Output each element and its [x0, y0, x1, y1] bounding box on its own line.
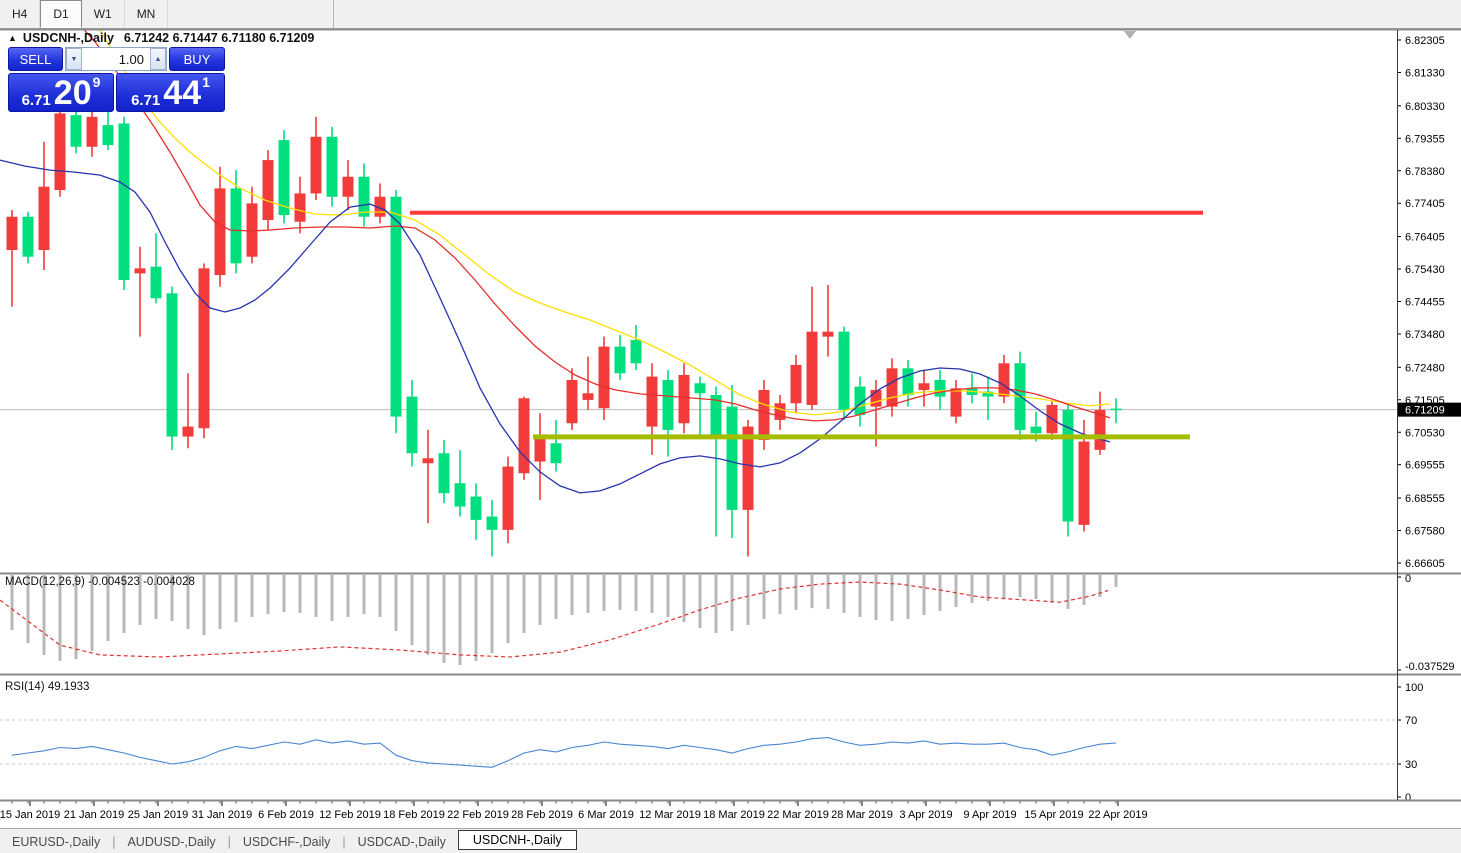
- ma-yellow-line: [99, 29, 1111, 416]
- svg-text:6.82305: 6.82305: [1405, 35, 1445, 47]
- tab-separator: |: [342, 834, 346, 849]
- sell-price-pip: 9: [92, 74, 101, 90]
- svg-text:22 Mar 2019: 22 Mar 2019: [767, 809, 829, 821]
- svg-text:70: 70: [1405, 715, 1417, 727]
- svg-text:100: 100: [1405, 682, 1423, 694]
- sell-price-base: 6.71: [21, 92, 51, 109]
- rsi-pane: 100 70 30 0: [0, 682, 1423, 804]
- tab-separator: |: [227, 834, 231, 849]
- toolbar-divider: [333, 0, 334, 28]
- candles: [6, 88, 1122, 557]
- svg-text:6.66605: 6.66605: [1405, 558, 1445, 570]
- svg-text:6.72480: 6.72480: [1405, 362, 1445, 374]
- symbol-tab-usdchf[interactable]: USDCHF-,Daily: [242, 834, 331, 849]
- chart-frame: [0, 28, 1461, 802]
- svg-text:6.80330: 6.80330: [1405, 101, 1445, 113]
- symbol-tab-usdcnh[interactable]: USDCNH-,Daily: [457, 830, 577, 850]
- ma-blue-line: [0, 159, 1111, 494]
- svg-text:-0.037529: -0.037529: [1405, 661, 1455, 673]
- svg-text:6.69555: 6.69555: [1405, 460, 1445, 472]
- chart-ohlc-values: 6.71242 6.71447 6.71180 6.71209: [123, 31, 315, 45]
- one-click-trading-panel: SELL ▼ ▲ BUY 6.71 20 9 6.71 44 1: [8, 47, 225, 112]
- svg-text:6 Mar 2019: 6 Mar 2019: [578, 809, 634, 821]
- chart-shift-marker-icon: [1124, 31, 1136, 39]
- svg-text:15 Apr 2019: 15 Apr 2019: [1024, 809, 1083, 821]
- buy-price-big: 44: [163, 74, 202, 113]
- svg-text:0: 0: [1405, 792, 1411, 804]
- svg-text:6.76405: 6.76405: [1405, 232, 1445, 244]
- buy-button[interactable]: BUY: [169, 47, 225, 71]
- svg-text:6.74455: 6.74455: [1405, 297, 1445, 309]
- volume-spinner: ▼ ▲: [65, 47, 168, 71]
- svg-text:6.68555: 6.68555: [1405, 493, 1445, 505]
- svg-text:6.81330: 6.81330: [1405, 67, 1445, 79]
- symbol-tab-audusd[interactable]: AUDUSD-,Daily: [127, 834, 216, 849]
- volume-input[interactable]: [82, 48, 151, 70]
- timeframe-tab-h4[interactable]: H4: [0, 0, 41, 28]
- sell-price-button[interactable]: 6.71 20 9: [8, 73, 114, 112]
- svg-text:21 Jan 2019: 21 Jan 2019: [64, 809, 125, 821]
- svg-text:12 Feb 2019: 12 Feb 2019: [319, 809, 381, 821]
- collapse-panel-icon[interactable]: ▲: [8, 33, 17, 43]
- svg-text:3 Apr 2019: 3 Apr 2019: [899, 809, 952, 821]
- timeframe-tabs: H4 D1 W1 MN: [0, 0, 169, 28]
- sell-price-big: 20: [53, 74, 92, 113]
- timeframe-tab-d1[interactable]: D1: [40, 0, 82, 28]
- svg-text:28 Mar 2019: 28 Mar 2019: [831, 809, 893, 821]
- svg-text:18 Mar 2019: 18 Mar 2019: [703, 809, 765, 821]
- svg-text:25 Jan 2019: 25 Jan 2019: [128, 809, 189, 821]
- svg-text:6.73480: 6.73480: [1405, 329, 1445, 341]
- rsi-indicator-label: RSI(14) 49.1933: [5, 681, 90, 693]
- svg-text:31 Jan 2019: 31 Jan 2019: [192, 809, 253, 821]
- svg-text:0: 0: [1405, 573, 1411, 585]
- tab-separator: |: [112, 834, 116, 849]
- price-axis: 6.82305 6.81330 6.80330 6.79355 6.78380 6.774…: [1397, 35, 1461, 570]
- macd-pane: 0 -0.037529: [0, 573, 1455, 673]
- volume-decrease-button[interactable]: ▼: [66, 48, 83, 70]
- ma-red-line: [79, 24, 1111, 422]
- date-axis: 15 Jan 2019 21 Jan 2019 25 Jan 2019 31 Jan …: [0, 801, 1148, 821]
- volume-increase-button[interactable]: ▲: [150, 48, 167, 70]
- svg-text:30: 30: [1405, 759, 1417, 771]
- buy-price-base: 6.71: [131, 92, 161, 109]
- svg-text:12 Mar 2019: 12 Mar 2019: [639, 809, 701, 821]
- svg-text:6.75430: 6.75430: [1405, 264, 1445, 276]
- svg-text:22 Feb 2019: 22 Feb 2019: [447, 809, 509, 821]
- svg-text:6.70530: 6.70530: [1405, 427, 1445, 439]
- svg-text:22 Apr 2019: 22 Apr 2019: [1088, 809, 1147, 821]
- timeframe-tab-mn[interactable]: MN: [125, 0, 169, 28]
- svg-text:18 Feb 2019: 18 Feb 2019: [383, 809, 445, 821]
- svg-text:6.78380: 6.78380: [1405, 166, 1445, 178]
- svg-text:9 Apr 2019: 9 Apr 2019: [963, 809, 1016, 821]
- svg-text:6.77405: 6.77405: [1405, 198, 1445, 210]
- chart-title: ▲ USDCNH-,Daily 6.71242 6.71447 6.71180 6.…: [8, 31, 314, 45]
- symbol-tab-eurusd[interactable]: EURUSD-,Daily: [12, 834, 101, 849]
- macd-indicator-label: MACD(12,26,9) -0.004523 -0.004028: [5, 576, 195, 588]
- symbol-tab-bar: EURUSD-,Daily | AUDUSD-,Daily | USDCHF-,Dail…: [0, 828, 1461, 853]
- svg-text:28 Feb 2019: 28 Feb 2019: [511, 809, 573, 821]
- svg-text:6.79355: 6.79355: [1405, 133, 1445, 145]
- timeframe-tab-w1[interactable]: W1: [82, 0, 125, 28]
- buy-price-button[interactable]: 6.71 44 1: [116, 73, 225, 112]
- sell-button[interactable]: SELL: [8, 47, 64, 71]
- buy-price-pip: 1: [202, 74, 210, 90]
- svg-text:15 Jan 2019: 15 Jan 2019: [0, 809, 60, 821]
- svg-text:6.67580: 6.67580: [1405, 526, 1445, 538]
- svg-text:6.71209: 6.71209: [1405, 405, 1445, 417]
- symbol-tab-usdcad[interactable]: USDCAD-,Daily: [357, 834, 446, 849]
- svg-text:6 Feb 2019: 6 Feb 2019: [258, 809, 314, 821]
- timeframe-toolbar: H4 D1 W1 MN: [0, 0, 1461, 29]
- chart-symbol-period: USDCNH-,Daily: [22, 31, 114, 45]
